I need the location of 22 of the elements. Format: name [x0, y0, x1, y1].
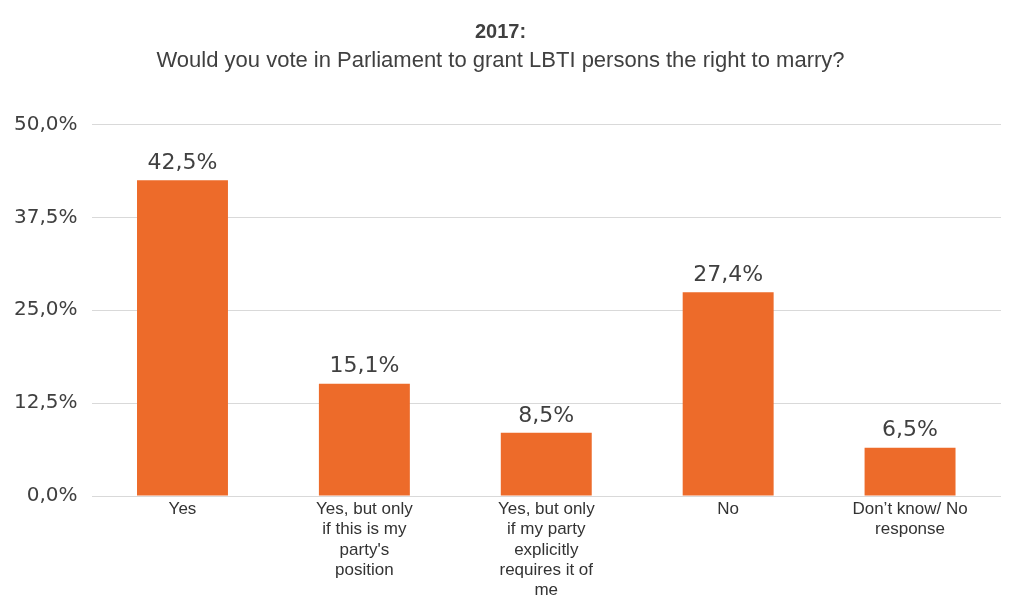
- x-tick-label: Yes, but only if this is my party's position: [316, 498, 414, 580]
- data-label: 27,4%: [693, 261, 764, 287]
- chart-subtitle: Would you vote in Parliament to grant LBTI persons the right to marry?: [156, 47, 845, 73]
- x-tick-label: Yes, but only if my party explicitly requires it of me: [497, 498, 596, 600]
- y-tick-label: 12,5%: [13, 389, 78, 414]
- data-label: 42,5%: [147, 148, 218, 174]
- x-tick-label: No: [717, 498, 740, 518]
- y-tick-label: 37,5%: [13, 203, 78, 228]
- bar: [682, 292, 774, 496]
- bar: [137, 180, 228, 496]
- y-tick-label: 50,0%: [13, 110, 78, 135]
- bar: [500, 432, 592, 496]
- data-label: 15,1%: [329, 352, 400, 378]
- chart-title: 2017:: [474, 19, 527, 42]
- y-tick-label: 25,0%: [13, 296, 78, 321]
- x-tick-label: Yes: [168, 498, 197, 518]
- bar: [318, 383, 410, 496]
- bar: [864, 447, 956, 496]
- data-label: 8,5%: [518, 401, 575, 427]
- data-label: 6,5%: [882, 416, 939, 442]
- x-tick-label: Don’t know/ No response: [852, 498, 968, 539]
- y-tick-label: 0,0%: [26, 482, 78, 507]
